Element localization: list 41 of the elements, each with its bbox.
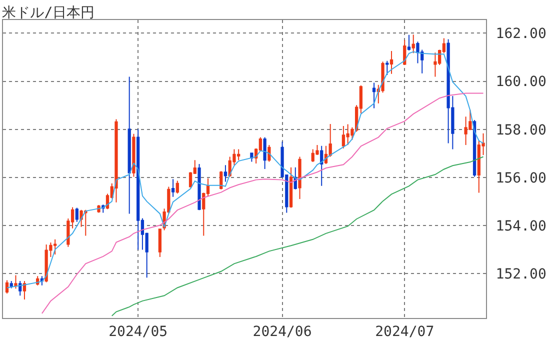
candlestick [22, 280, 26, 300]
line-series [6, 51, 484, 288]
candlestick [198, 163, 201, 211]
candlestick [10, 280, 13, 289]
candlestick [390, 50, 394, 74]
candlestick [403, 39, 406, 66]
line-series [111, 156, 484, 316]
candlestick [171, 178, 175, 198]
candlestick [372, 82, 376, 109]
line-series [41, 92, 484, 314]
x-tick-label: 2024/05 [108, 324, 168, 340]
candlestick [298, 156, 302, 200]
candlestick [158, 228, 162, 258]
y-tick-label: 158.00 [496, 122, 546, 138]
candlestick [263, 136, 266, 170]
x-tick-label: 2024/07 [375, 324, 434, 340]
candlestick [128, 76, 131, 214]
candlestick [386, 60, 389, 76]
candlestick [407, 34, 411, 52]
y-tick-label: 162.00 [496, 26, 546, 42]
candlestick [5, 280, 9, 294]
y-tick-label: 154.00 [496, 218, 546, 234]
candlestick [224, 164, 228, 182]
y-tick-label: 152.00 [496, 266, 546, 282]
candlestick [114, 118, 118, 203]
candlestick [220, 170, 223, 190]
candlestick [434, 52, 437, 78]
candlestick [289, 166, 293, 208]
candlestick [320, 145, 324, 186]
candlestick [176, 180, 179, 194]
x-tick-label: 2024/06 [252, 324, 312, 340]
candlestick [75, 207, 78, 222]
candlestick [412, 34, 415, 54]
candlestick [18, 280, 22, 296]
y-tick-label: 160.00 [496, 74, 546, 90]
chart-title: 米ドル/日本円 [2, 4, 95, 21]
candlestick [342, 125, 346, 149]
y-tick-label: 156.00 [496, 170, 546, 186]
candlestick [250, 152, 254, 162]
candlestick [14, 274, 18, 290]
candlestick [132, 133, 136, 178]
